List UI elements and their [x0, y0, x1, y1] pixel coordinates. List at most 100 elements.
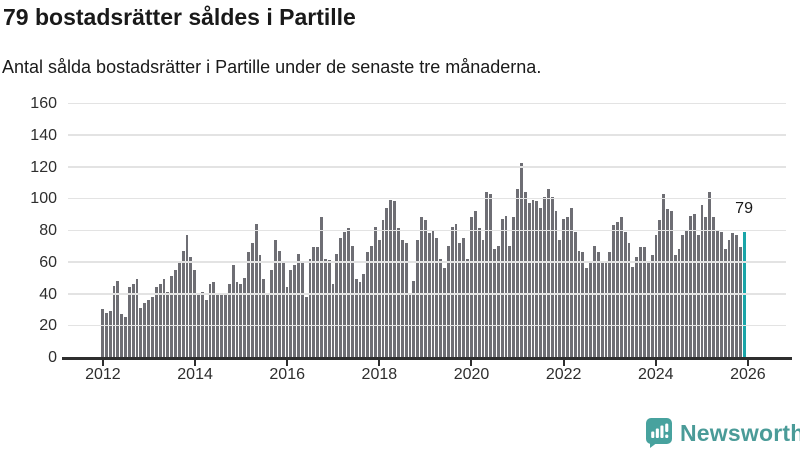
bar [562, 218, 566, 357]
bar [689, 215, 692, 357]
bar [423, 220, 427, 357]
bar [104, 312, 108, 357]
bar [312, 247, 316, 357]
bar [350, 245, 354, 357]
bar [174, 269, 177, 357]
bar [323, 258, 327, 357]
bar [739, 247, 742, 357]
bar [154, 287, 158, 357]
x-axis-tick-label: 2014 [177, 366, 213, 383]
x-axis-tick-label: 2024 [637, 366, 674, 383]
bar [227, 283, 231, 357]
bar [512, 217, 516, 357]
gridline [68, 197, 786, 200]
newsworthy-icon [646, 418, 672, 448]
bar [493, 249, 496, 357]
bar [731, 233, 735, 357]
bar [147, 299, 150, 357]
bar [439, 258, 443, 357]
bar [546, 188, 550, 357]
bar [139, 307, 143, 357]
bar [366, 252, 370, 357]
bar [435, 237, 439, 357]
y-axis-tick-label: 100 [30, 190, 57, 208]
bar [489, 193, 493, 357]
y-axis-tick-label: 80 [39, 222, 57, 239]
gridline [68, 229, 786, 231]
bar [281, 263, 285, 357]
bar [669, 210, 673, 357]
bar [124, 317, 127, 357]
bar [692, 214, 696, 357]
bar [370, 245, 373, 357]
last-value-label: 79 [735, 199, 753, 217]
bar [131, 283, 135, 357]
bar [254, 223, 258, 357]
bar [304, 296, 308, 357]
bar [477, 228, 481, 357]
bar [596, 252, 600, 357]
bar [262, 279, 266, 357]
bar [531, 199, 535, 357]
bar [377, 239, 381, 357]
y-axis-tick-label: 160 [30, 95, 57, 112]
bar [543, 196, 546, 357]
bar [193, 269, 197, 357]
bar [639, 247, 642, 357]
bar [231, 264, 235, 357]
bar [646, 263, 650, 357]
bar [473, 210, 477, 357]
bar [539, 207, 543, 357]
bar [339, 237, 343, 357]
bar [177, 261, 181, 357]
bar [581, 252, 585, 357]
y-axis-tick-label: 120 [30, 158, 57, 176]
bar [470, 217, 473, 357]
bar [181, 250, 185, 357]
bar [616, 222, 619, 357]
bar [135, 279, 139, 357]
chart-subtitle: Antal sålda bostadsrätter i Partille und… [2, 57, 542, 77]
bar [158, 283, 162, 357]
x-axis-tick-label: 2026 [730, 366, 766, 383]
bar [458, 242, 462, 357]
bar [504, 215, 508, 357]
bar [293, 264, 297, 357]
x-axis-tick [562, 359, 565, 366]
bar [535, 201, 539, 357]
bar [527, 203, 531, 357]
bar [654, 234, 658, 357]
bar [327, 260, 331, 357]
gridline [68, 166, 786, 168]
bar [631, 266, 635, 357]
bar [593, 245, 596, 357]
bar [677, 249, 681, 357]
bar [558, 239, 562, 357]
bar [289, 269, 293, 357]
bar [712, 217, 715, 357]
bar [297, 253, 300, 357]
bar [481, 239, 485, 357]
x-axis-tick-label: 2016 [269, 366, 305, 383]
x-axis-tick [194, 359, 197, 366]
bar-series [101, 103, 746, 357]
bar [600, 261, 604, 357]
bar [285, 287, 289, 357]
x-axis-tick-label: 2020 [453, 366, 490, 383]
bar [619, 217, 623, 357]
bar [320, 217, 323, 357]
x-axis-tick [746, 359, 749, 366]
bar [642, 247, 646, 357]
bar [112, 285, 116, 357]
bar [589, 263, 592, 357]
gridline [68, 261, 786, 263]
bar [127, 287, 131, 357]
bar [273, 239, 277, 357]
bar [550, 196, 554, 357]
bar [627, 242, 631, 357]
bar [681, 234, 685, 357]
x-axis-tick [470, 359, 473, 366]
bar [185, 234, 189, 357]
newsworthy-logo: Newsworthy [645, 417, 800, 449]
